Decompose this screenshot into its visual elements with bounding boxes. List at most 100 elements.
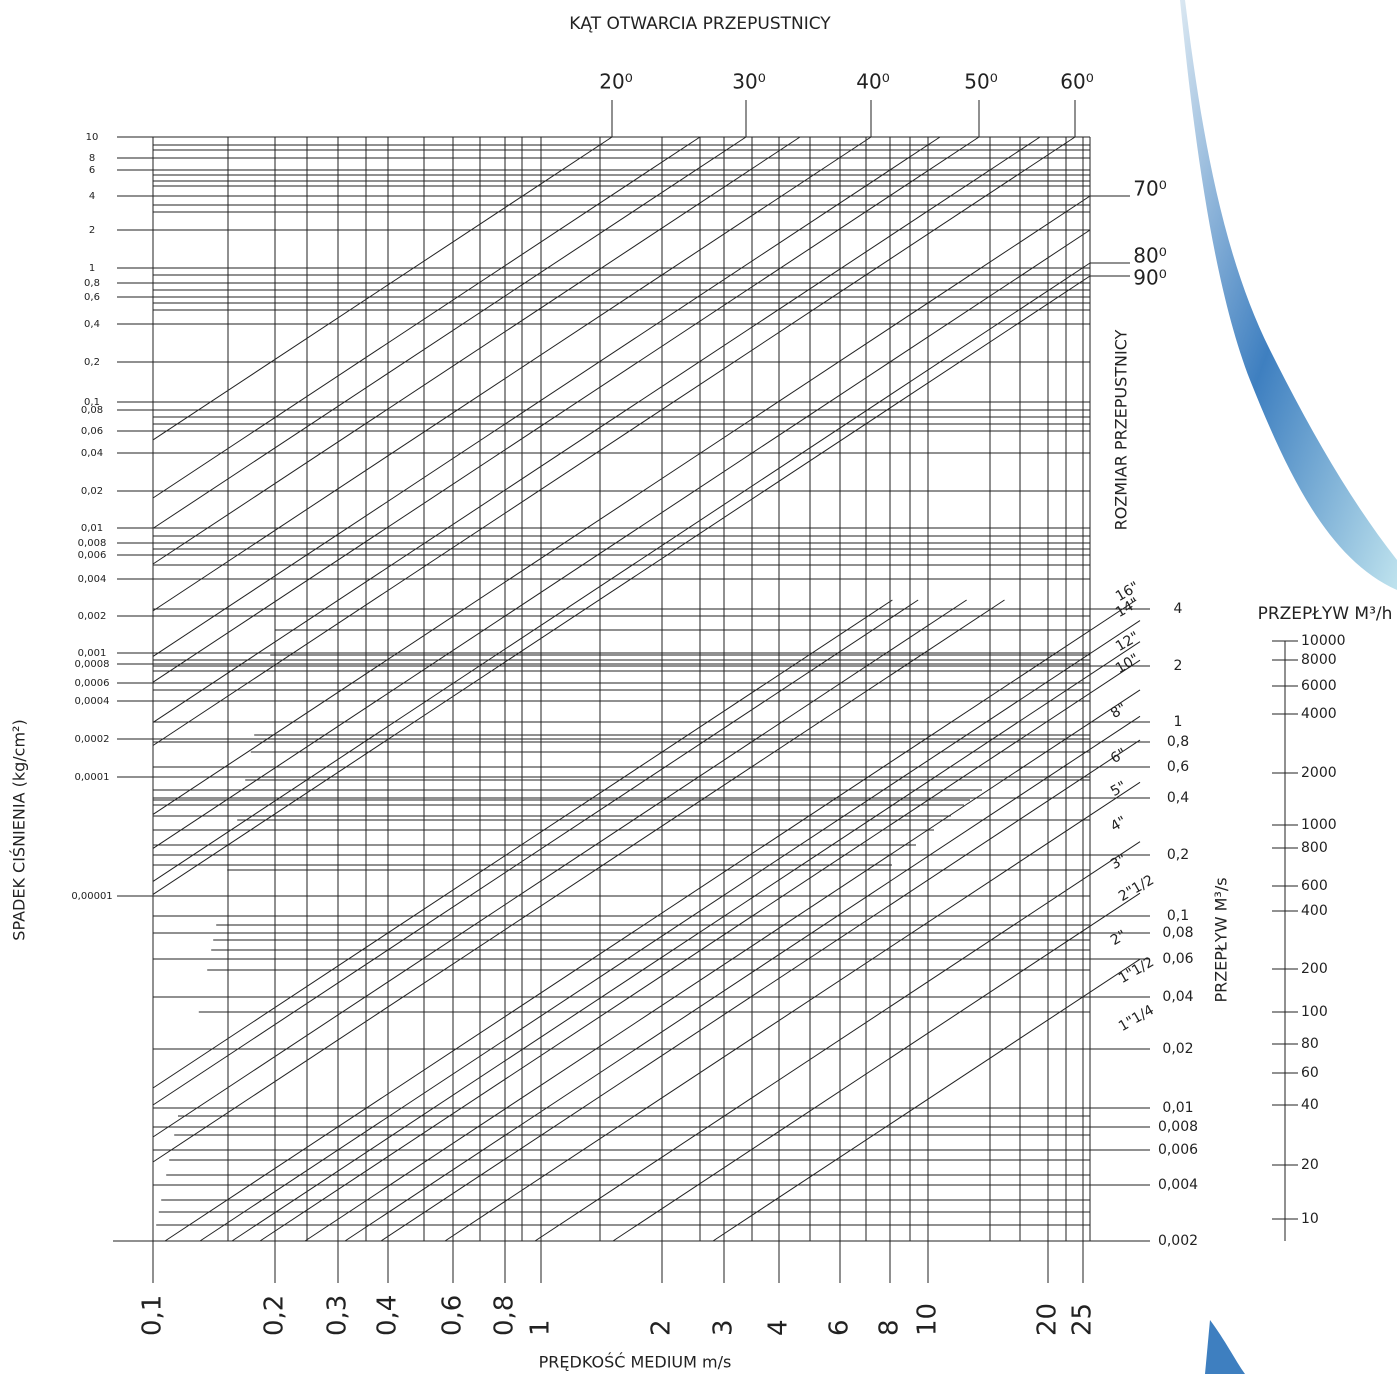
flow-m3h-label: 60 [1301, 1065, 1319, 1081]
flow-m3s-label: 0,02 [1162, 1041, 1193, 1057]
size-label: 8" [1108, 700, 1129, 722]
line [152, 229, 1091, 849]
flow-m3h-label: 20 [1301, 1157, 1319, 1173]
velocity-label: 10 [913, 1303, 943, 1336]
size-label: 12" [1113, 629, 1142, 655]
chart-lines [113, 100, 1298, 1283]
pressure-label: 0,08 [81, 405, 103, 416]
pressure-label: 2 [89, 225, 95, 236]
pressure-label: 0,008 [78, 538, 107, 549]
axis-title: SPADEK CIŚNIENIA (kg/cm²) [10, 719, 29, 940]
velocity-label: 4 [764, 1319, 794, 1336]
title: KĄT OTWARCIA PRZEPUSTNICY [569, 14, 831, 34]
angle-label: 80⁰ [1133, 244, 1166, 268]
size-label: 2" [1108, 927, 1129, 949]
line [712, 958, 1141, 1242]
line [152, 136, 941, 657]
line [344, 715, 1141, 1242]
line [152, 262, 1091, 882]
pressure-label: 1 [89, 263, 95, 274]
line [612, 892, 1141, 1242]
velocity-label: 0,8 [490, 1295, 520, 1336]
velocity-label: 8 [875, 1319, 905, 1336]
flow-m3s-label: 0,01 [1162, 1100, 1193, 1116]
flow-m3h-label: 100 [1301, 1004, 1328, 1020]
flow-m3s-label: 1 [1174, 714, 1183, 730]
flow-m3h-label: 6000 [1301, 678, 1337, 694]
pressure-label: 0,02 [81, 486, 103, 497]
angle-label: 20⁰ [599, 70, 632, 94]
flow-m3s-label: 0,1 [1167, 908, 1189, 924]
pressure-label: 0,4 [84, 319, 100, 330]
flow-m3h-label: 200 [1301, 961, 1328, 977]
line [152, 136, 980, 683]
size-label: 2"1/2 [1116, 872, 1157, 905]
line [304, 689, 1141, 1242]
pressure-label: 6 [89, 165, 95, 176]
pressure-label: 0,004 [78, 574, 107, 585]
flow-m3h-label: 2000 [1301, 765, 1337, 781]
line [534, 841, 1141, 1242]
flow-m3h-label: 1000 [1301, 817, 1337, 833]
water-splash [1205, 1320, 1245, 1374]
velocity-label: 0,1 [138, 1295, 168, 1336]
flow-m3s-label: 0,004 [1158, 1177, 1198, 1193]
pressure-label: 0,0006 [75, 678, 110, 689]
line [152, 136, 747, 529]
line [152, 599, 919, 1106]
flow-m3s-label: 0,08 [1162, 925, 1193, 941]
pressure-label: 0,0002 [75, 734, 110, 745]
axis-title: PRZEPŁYW M³/h [1258, 604, 1393, 624]
axis-title: PRĘDKOŚĆ MEDIUM m/s [539, 1353, 732, 1372]
pressure-label: 0,6 [84, 292, 100, 303]
flow-m3s-label: 0,4 [1167, 790, 1189, 806]
pressure-label: 0,01 [81, 523, 103, 534]
angle-label: 50⁰ [964, 70, 997, 94]
line [380, 739, 1141, 1242]
flow-m3s-label: 0,2 [1167, 847, 1189, 863]
pressure-label: 0,002 [78, 611, 107, 622]
flow-m3h-label: 8000 [1301, 652, 1337, 668]
line [152, 599, 1005, 1163]
velocity-label: 3 [709, 1319, 739, 1336]
velocity-label: 2 [647, 1319, 677, 1336]
line [152, 136, 613, 441]
line [152, 275, 1091, 895]
flow-m3h-label: 10000 [1301, 633, 1346, 649]
pressure-label: 0,06 [81, 426, 103, 437]
flow-m3s-label: 0,04 [1162, 989, 1193, 1005]
flow-m3h-label: 40 [1301, 1097, 1319, 1113]
line [199, 620, 1141, 1242]
angle-label: 40⁰ [856, 70, 889, 94]
pressure-label: 4 [89, 191, 95, 202]
flow-m3h-label: 4000 [1301, 706, 1337, 722]
pressure-label: 0,006 [78, 550, 107, 561]
flow-m3s-label: 0,006 [1158, 1142, 1198, 1158]
line [152, 136, 1041, 723]
line [152, 136, 872, 612]
line [152, 136, 701, 499]
axis-title: ROZMIAR PRZEPUSTNICY [1112, 329, 1131, 530]
flow-m3h-label: 800 [1301, 840, 1328, 856]
flow-m3s-label: 2 [1174, 658, 1183, 674]
line [164, 599, 1137, 1242]
line [152, 136, 801, 565]
line [152, 136, 1076, 746]
pressure-label: 0,0008 [75, 659, 110, 670]
velocity-label: 25 [1068, 1303, 1098, 1336]
line [152, 599, 967, 1138]
angle-label: 60⁰ [1060, 70, 1093, 94]
size-label: 6" [1108, 745, 1129, 767]
flow-m3h-label: 400 [1301, 903, 1328, 919]
velocity-label: 1 [526, 1319, 556, 1336]
flow-m3s-label: 0,6 [1167, 759, 1189, 775]
flow-m3s-label: 0,06 [1162, 951, 1193, 967]
flow-m3h-label: 600 [1301, 878, 1328, 894]
line [231, 641, 1141, 1242]
axis-title: PRZEPŁYW M³/s [1212, 877, 1231, 1002]
size-label: 5" [1108, 778, 1129, 800]
pressure-label: 0,1 [84, 397, 100, 408]
angle-label: 70⁰ [1133, 177, 1166, 201]
angle-label: 90⁰ [1133, 266, 1166, 290]
velocity-label: 6 [825, 1319, 855, 1336]
